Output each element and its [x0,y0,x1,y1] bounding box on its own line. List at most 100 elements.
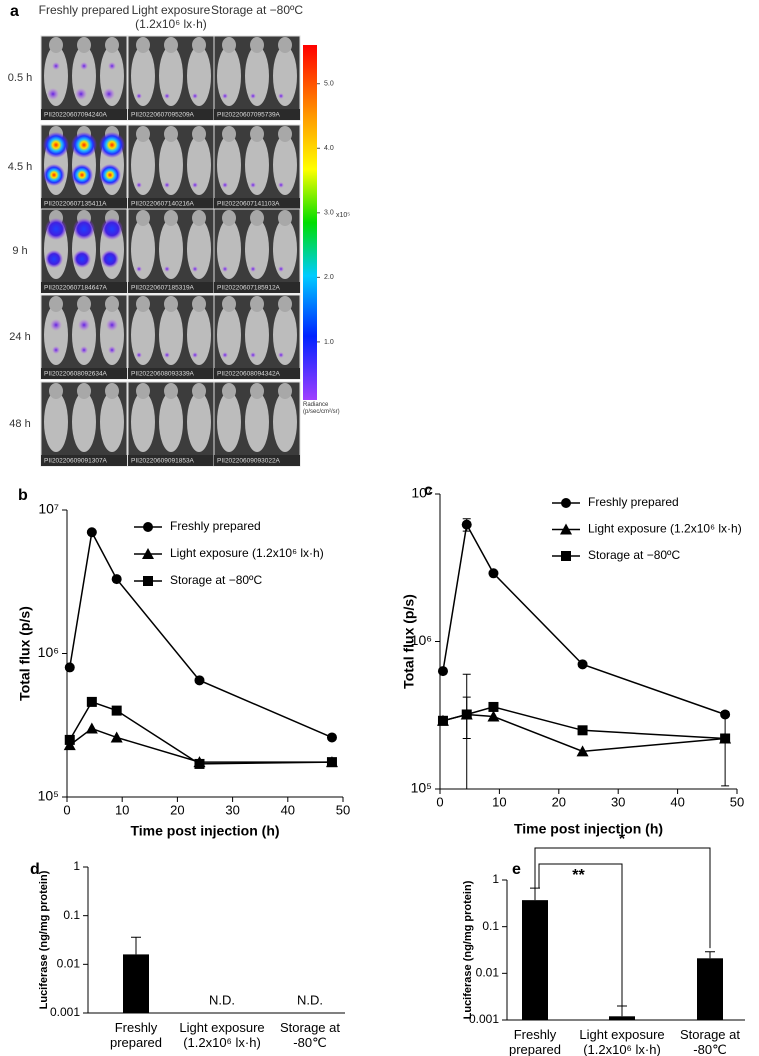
id-strip [128,455,214,466]
marker [577,659,588,670]
mouse-head [192,126,206,142]
marker [86,696,97,707]
x-tick-label: 50 [336,802,350,817]
marker [437,715,448,726]
signal [73,250,91,268]
marker [488,568,499,579]
y-axis-label: Total flux (p/s) [401,594,417,689]
mouse-body [217,392,241,452]
mouse-body [217,135,241,195]
signal [78,319,90,331]
mouse-body [159,46,183,106]
mouse-head [164,126,178,142]
legend-label: Light exposure (1.2x10⁶ lx·h) [588,522,742,536]
id-strip [214,198,300,209]
signal [278,182,284,188]
mouse-head [192,383,206,399]
signal [250,266,256,272]
id-strip [214,282,300,293]
signal [108,346,116,354]
mouse-body [187,46,211,106]
row-label: 0.5 h [8,72,32,84]
series-line [69,700,332,765]
mouse-head [250,383,264,399]
row-label: 24 h [9,331,30,343]
error-bar [705,951,715,959]
mouse-head [49,296,63,312]
x-tick-label: Light exposure (1.2x10⁶ lx·h) [179,1020,265,1050]
error-bar [530,887,540,901]
y-tick-label: 10⁷ [411,485,432,501]
marker [86,527,97,538]
mouse-body [72,305,96,365]
signal [73,218,95,240]
marker [111,574,122,585]
mouse-body [273,392,297,452]
series-line [442,522,726,716]
image-id: PII20220607141103A [217,201,280,208]
id-strip [41,455,127,466]
signal [164,93,170,99]
signal [106,319,118,331]
mouse-body [187,135,211,195]
mouse-head [136,126,150,142]
mouse-head [136,210,150,226]
signal [250,352,256,358]
id-strip [41,368,127,379]
error-bar [721,711,730,787]
x-tick-label: 30 [225,802,239,817]
mouse-head [222,126,236,142]
mouse-head [192,210,206,226]
image-id: PII20220607185319A [131,285,195,292]
signal [192,266,198,272]
significance-bracket [534,847,711,949]
y-tick-label: 10⁶ [411,632,432,648]
image-id: PII20220607095739A [217,112,281,119]
mouse-head [164,210,178,226]
mouse-body [217,219,241,279]
signal [278,266,284,272]
signal [222,352,228,358]
signal [136,352,142,358]
mouse-body [245,219,269,279]
x-tick-label: Freshly prepared [109,1020,163,1050]
mouse-body [217,46,241,106]
y-tick-label: 0.01 [57,957,81,971]
signal [192,352,198,358]
colorbar [303,45,317,400]
marker [561,498,571,508]
mouse-head [164,37,178,53]
mouse-body [273,46,297,106]
x-tick-label: Light exposure (1.2x10⁶ lx·h) [579,1027,665,1056]
mouse-body [217,305,241,365]
x-tick-label: 10 [492,794,506,809]
id-strip [214,368,300,379]
error-bar [462,673,471,789]
mouse-body [187,219,211,279]
x-tick-label: 20 [170,802,184,817]
mouse-head [136,383,150,399]
signal [222,182,228,188]
x-tick-label: Storage at -80℃ [280,1020,340,1050]
signal [136,182,142,188]
mouse-body [131,46,155,106]
mouse-body [273,135,297,195]
mouse-head [105,383,119,399]
signal [108,62,116,70]
signal [45,218,67,240]
y-tick-label: 0.001 [50,1005,80,1019]
signal [164,266,170,272]
marker [326,732,337,743]
image-id: PII20220607094240A [44,112,108,119]
marker [461,709,472,720]
row-label: 48 h [9,418,30,430]
signal [47,88,59,100]
signal [43,164,65,186]
mouse-body [44,305,68,365]
signal [71,132,97,158]
bar [522,900,548,1020]
mouse-head [278,383,292,399]
mouse-head [250,210,264,226]
id-strip [128,282,214,293]
